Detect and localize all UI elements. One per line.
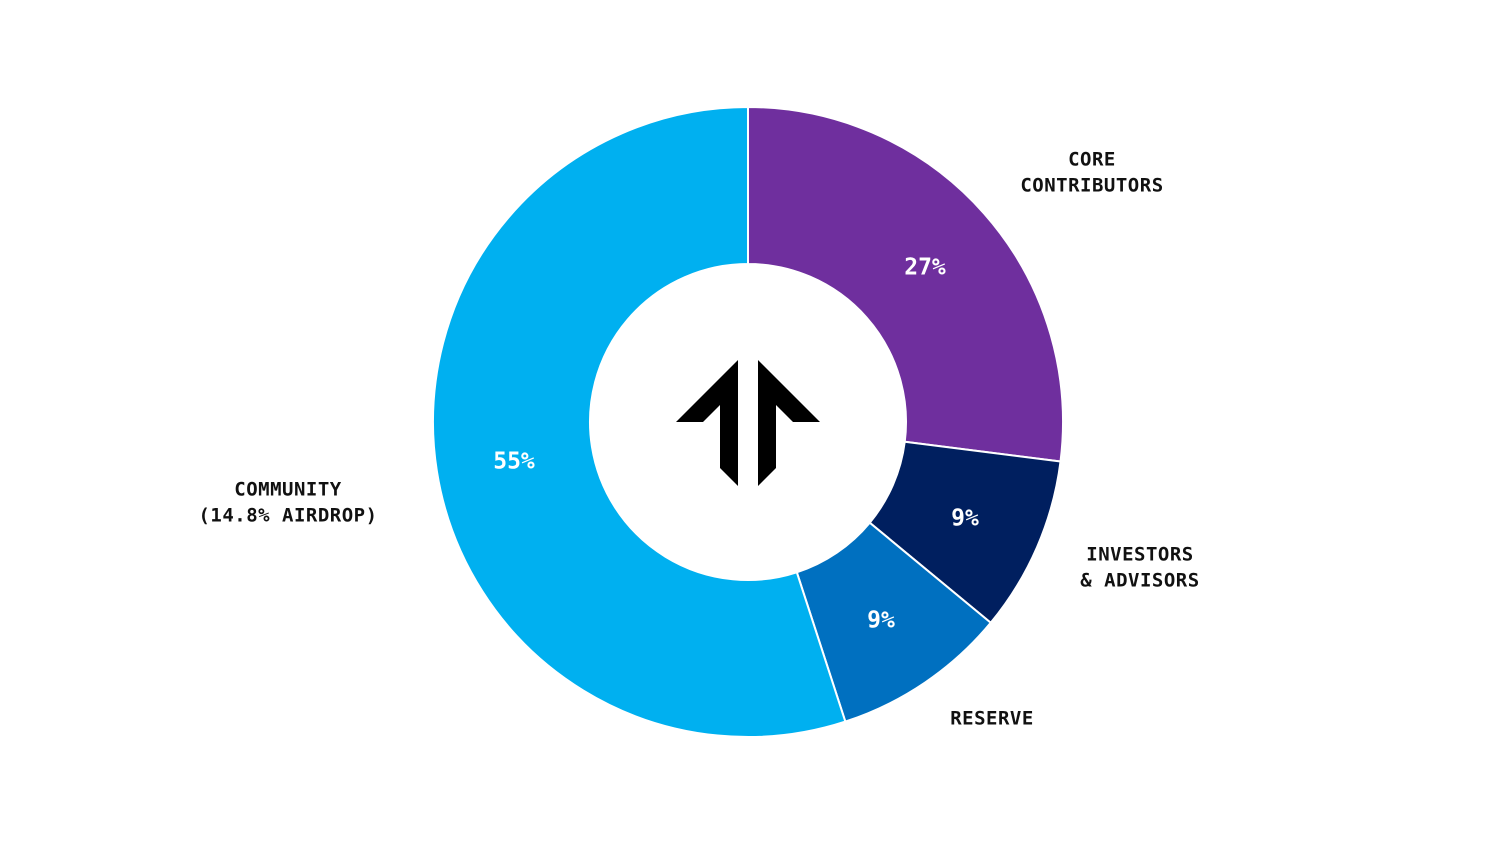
- slice-core: [747, 105, 1064, 463]
- slice-label: (14.8% AIRDROP): [198, 505, 377, 527]
- data-label: 9%: [951, 506, 979, 532]
- data-label: 55%: [493, 449, 535, 475]
- logo-left-arrow: [676, 360, 738, 486]
- double-arrow-up-logo: [676, 360, 820, 486]
- slice-label: RESERVE: [950, 708, 1034, 730]
- slice-label: CORE: [1068, 149, 1116, 171]
- logo-right-arrow: [758, 360, 820, 486]
- slice-label: INVESTORS: [1086, 544, 1193, 566]
- data-label: 27%: [904, 255, 946, 281]
- slice-label: & ADVISORS: [1080, 570, 1199, 592]
- slice-label: COMMUNITY: [234, 479, 342, 501]
- data-label: 9%: [867, 608, 895, 634]
- slice-label: CONTRIBUTORS: [1020, 175, 1163, 197]
- slice-community: [432, 105, 847, 738]
